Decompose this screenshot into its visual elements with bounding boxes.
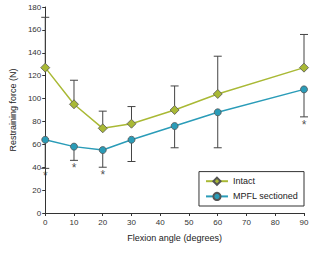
svg-text:160: 160 xyxy=(28,25,42,34)
svg-text:60: 60 xyxy=(32,140,41,149)
svg-text:*: * xyxy=(302,118,307,132)
svg-text:Restraining force (N): Restraining force (N) xyxy=(8,68,18,151)
svg-text:*: * xyxy=(100,168,105,182)
svg-text:20: 20 xyxy=(32,186,41,195)
svg-text:80: 80 xyxy=(271,218,280,227)
svg-text:60: 60 xyxy=(213,218,222,227)
svg-text:50: 50 xyxy=(185,218,194,227)
svg-text:20: 20 xyxy=(98,218,107,227)
svg-text:*: * xyxy=(43,169,48,183)
svg-text:90: 90 xyxy=(300,218,309,227)
svg-text:Flexion angle (degrees): Flexion angle (degrees) xyxy=(127,233,222,243)
svg-text:0: 0 xyxy=(43,218,48,227)
svg-text:100: 100 xyxy=(28,94,42,103)
svg-text:0: 0 xyxy=(37,209,42,218)
svg-text:40: 40 xyxy=(32,163,41,172)
svg-text:120: 120 xyxy=(28,71,42,80)
svg-text:30: 30 xyxy=(127,218,136,227)
svg-text:MPFL sectioned: MPFL sectioned xyxy=(233,191,298,201)
svg-text:Intact: Intact xyxy=(233,176,256,186)
svg-text:180: 180 xyxy=(28,3,42,12)
svg-text:80: 80 xyxy=(32,117,41,126)
svg-text:70: 70 xyxy=(242,218,251,227)
svg-text:40: 40 xyxy=(156,218,165,227)
svg-text:140: 140 xyxy=(28,48,42,57)
svg-text:*: * xyxy=(72,161,77,175)
svg-text:10: 10 xyxy=(70,218,79,227)
